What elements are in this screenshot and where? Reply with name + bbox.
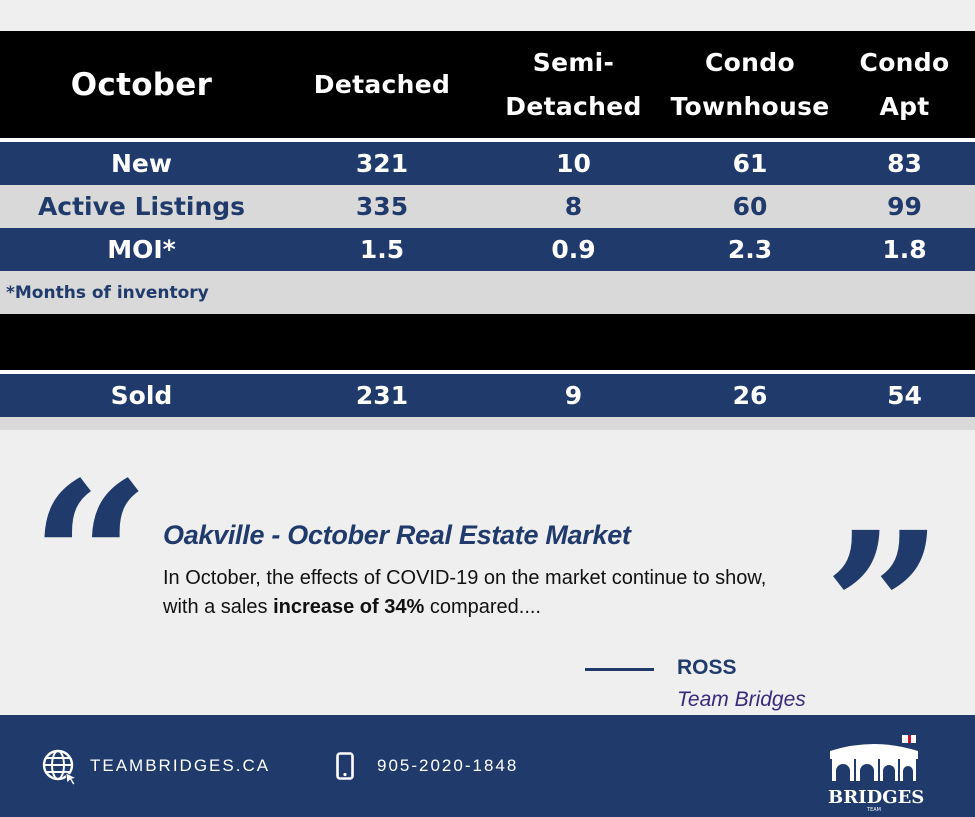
- footnote-row: *Months of inventory: [0, 271, 975, 314]
- table-row-active-listings: Active Listings 335 8 60 99: [0, 185, 975, 228]
- table-cell: 321: [355, 149, 409, 178]
- quote-body-end: compared....: [424, 596, 541, 618]
- author-divider: [585, 668, 654, 671]
- header-condo-townhouse: Condo Townhouse: [666, 31, 834, 138]
- author-name: ROSS: [677, 656, 737, 679]
- table-cell: 0.9: [551, 235, 596, 264]
- logo-wordmark: BRIDGES: [828, 787, 924, 808]
- table-cell: 26: [732, 381, 768, 410]
- header-semi-detached: Semi- Detached: [481, 31, 666, 138]
- footnote-text: *Months of inventory: [6, 282, 209, 303]
- quote-block: “ Oakville - October Real Estate Market …: [0, 455, 975, 733]
- table-cell: 2.3: [727, 235, 773, 264]
- header-condo-th-line1: Condo: [705, 47, 795, 77]
- row-label: Active Listings: [37, 192, 246, 221]
- open-quote-icon: “: [30, 436, 151, 683]
- header-month-label: October: [70, 66, 213, 103]
- table-cell: 99: [887, 192, 922, 221]
- logo-subtext: TEAM: [866, 807, 881, 813]
- row-label: New: [111, 149, 172, 178]
- table-cell: 335: [355, 192, 409, 221]
- table-cell: 10: [556, 149, 591, 178]
- table-cell: 1.8: [882, 235, 927, 264]
- phone-number[interactable]: 905-2020-1848: [377, 756, 519, 775]
- table-row-new: New 321 10 61 83: [0, 142, 975, 185]
- globe-icon: [42, 749, 78, 785]
- table-header-row: October Detached Semi- Detached Condo To…: [0, 31, 975, 138]
- header-condo-apt-line1: Condo: [859, 47, 950, 77]
- table-cell: 9: [564, 381, 583, 410]
- header-detached: Detached: [283, 31, 481, 138]
- table-row-moi: MOI* 1.5 0.9 2.3 1.8: [0, 228, 975, 271]
- table-cell: 83: [887, 149, 922, 178]
- close-quote-icon: ”: [823, 486, 944, 733]
- header-condo-th-line2: Townhouse: [670, 91, 830, 121]
- header-condo-apt: Condo Apt: [834, 31, 975, 138]
- row-label: Sold: [110, 381, 173, 410]
- header-semi-line1: Semi-: [532, 47, 615, 77]
- header-month: October: [0, 31, 283, 138]
- table-cell: 1.5: [359, 235, 405, 264]
- table-cell: 8: [564, 192, 583, 221]
- divider-band: [0, 314, 975, 370]
- table-cell: 54: [887, 381, 922, 410]
- author-team: Team Bridges: [677, 688, 806, 711]
- header-semi-line2: Detached: [505, 91, 642, 121]
- table-cell: 60: [732, 192, 768, 221]
- table-bottom-band: [0, 417, 975, 430]
- row-label: MOI*: [107, 235, 176, 264]
- table-row-sold: Sold 231 9 26 54: [0, 374, 975, 417]
- header-condo-apt-line2: Apt: [879, 91, 930, 121]
- table-cell: 61: [732, 149, 768, 178]
- header-detached-label: Detached: [313, 69, 451, 99]
- quote-title: Oakville - October Real Estate Market: [163, 520, 631, 550]
- website-link[interactable]: TEAMBRIDGES.CA: [90, 756, 271, 775]
- market-stats-table: October Detached Semi- Detached Condo To…: [0, 31, 975, 430]
- quote-body-text: In October, the effects of COVID-19 on t…: [163, 567, 767, 618]
- table-cell: 231: [355, 381, 409, 410]
- quote-body-highlight: increase of 34%: [273, 596, 425, 618]
- footer-bar: TEAMBRIDGES.CA 905-2020-1848 BRIDGES TEA…: [0, 715, 975, 817]
- team-bridges-logo: BRIDGES TEAM: [828, 735, 924, 813]
- quote-body: In October, the effects of COVID-19 on t…: [163, 564, 803, 622]
- smartphone-icon: [336, 752, 354, 780]
